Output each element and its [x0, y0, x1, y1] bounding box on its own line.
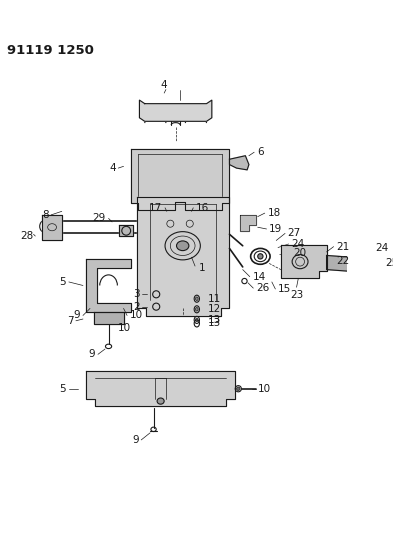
Text: 19: 19 [269, 224, 283, 234]
Text: 24: 24 [375, 244, 388, 253]
Text: 27: 27 [288, 229, 301, 238]
Text: 7: 7 [67, 316, 73, 326]
Text: 9: 9 [89, 349, 95, 359]
Text: 1: 1 [198, 263, 205, 273]
Text: 10: 10 [258, 384, 271, 394]
Polygon shape [240, 215, 256, 231]
Text: 21: 21 [336, 241, 349, 252]
Ellipse shape [258, 254, 263, 259]
Text: 29: 29 [93, 213, 106, 223]
Text: 13: 13 [208, 315, 220, 325]
Text: 11: 11 [208, 294, 220, 304]
Ellipse shape [195, 297, 198, 301]
Text: 10: 10 [118, 323, 130, 333]
Text: 12: 12 [208, 304, 220, 314]
Text: 17: 17 [149, 203, 162, 213]
Text: 4: 4 [161, 80, 167, 91]
Ellipse shape [157, 398, 164, 404]
Text: 4: 4 [109, 163, 116, 173]
Text: 23: 23 [290, 290, 303, 300]
Polygon shape [119, 225, 133, 236]
Text: 3: 3 [133, 289, 140, 300]
Ellipse shape [176, 241, 189, 251]
Polygon shape [42, 215, 62, 239]
Text: 15: 15 [278, 284, 291, 294]
Text: 9: 9 [74, 311, 80, 320]
Text: 5: 5 [60, 384, 66, 394]
Text: 5: 5 [60, 277, 66, 287]
Text: 16: 16 [196, 203, 209, 213]
Text: 13: 13 [208, 318, 220, 328]
Polygon shape [86, 259, 130, 312]
Text: 14: 14 [252, 272, 266, 281]
Text: 26: 26 [256, 283, 269, 293]
Text: 28: 28 [20, 231, 33, 241]
Polygon shape [94, 312, 123, 324]
Text: 20: 20 [293, 248, 306, 258]
Text: 18: 18 [267, 208, 281, 218]
Text: 24: 24 [291, 239, 305, 249]
Polygon shape [130, 149, 230, 211]
Polygon shape [86, 371, 235, 406]
Polygon shape [137, 197, 230, 317]
Ellipse shape [195, 318, 198, 321]
Text: 2: 2 [133, 302, 140, 312]
Polygon shape [281, 245, 327, 278]
Text: 10: 10 [130, 311, 143, 320]
Ellipse shape [237, 387, 240, 391]
Polygon shape [140, 100, 212, 122]
Polygon shape [327, 255, 381, 273]
Text: 25: 25 [386, 257, 393, 268]
Text: 9: 9 [132, 435, 139, 445]
Text: 91119 1250: 91119 1250 [7, 44, 94, 56]
Text: 6: 6 [257, 147, 263, 157]
Polygon shape [230, 156, 249, 170]
Text: 8: 8 [42, 210, 49, 220]
Text: 22: 22 [336, 256, 349, 266]
Ellipse shape [195, 308, 198, 311]
